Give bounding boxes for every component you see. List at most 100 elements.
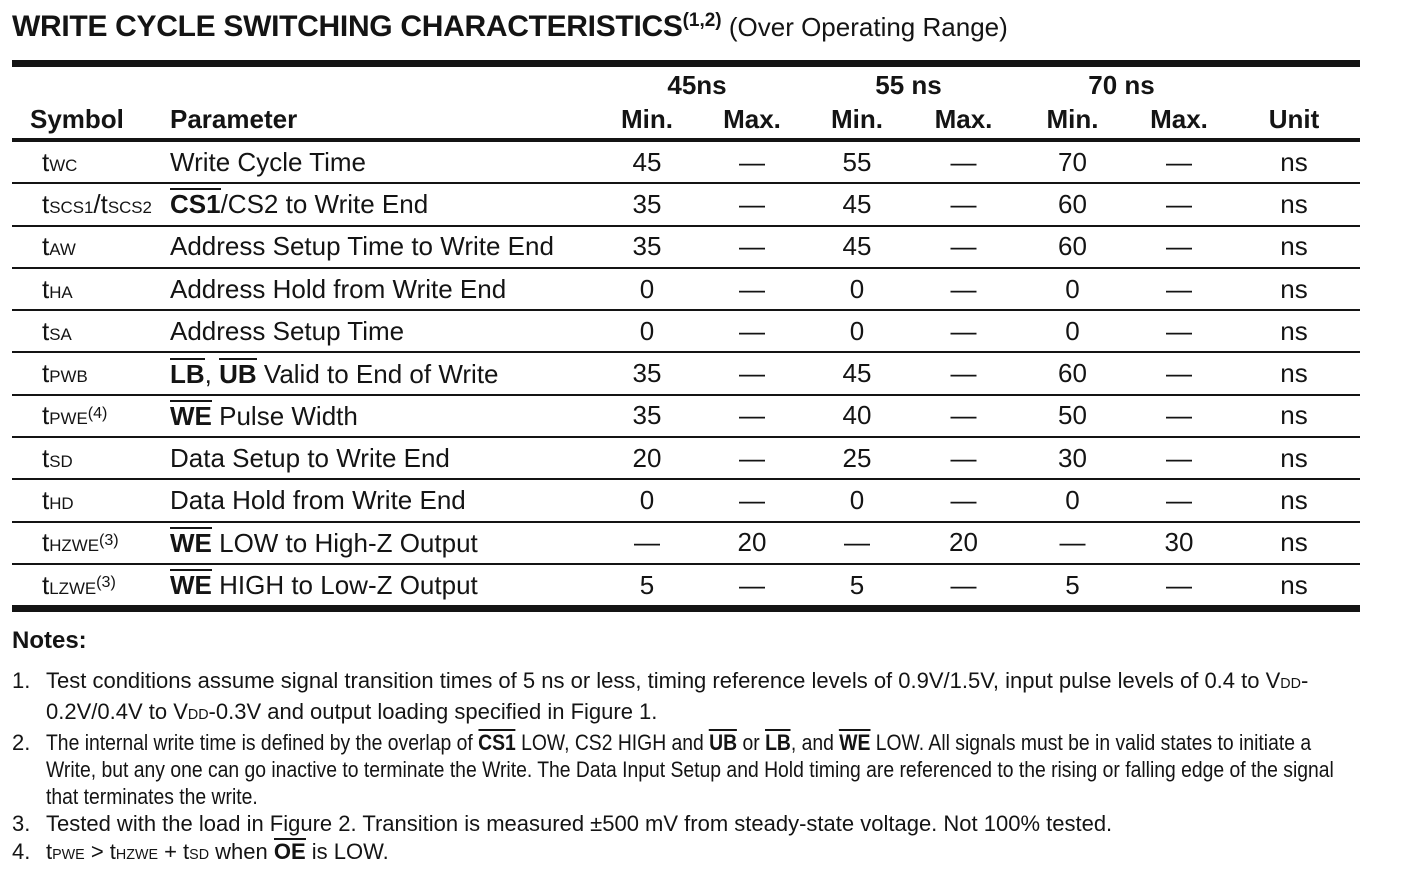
note-text: tPWE > tHZWE + tSD when OE is LOW.	[46, 838, 389, 865]
value-cell: —	[950, 273, 977, 304]
subscript-text: SCS1	[49, 197, 94, 217]
value-cell: 60	[1058, 358, 1087, 389]
value-cell: 20	[737, 527, 767, 558]
note-number: 3.	[12, 811, 31, 837]
max-column-header: Max.	[1150, 103, 1208, 134]
overline-signal: WE	[170, 526, 212, 558]
value-cell: 70	[1058, 146, 1087, 177]
value-cell: 35	[632, 231, 662, 262]
symbol-cell: tPWE(4)	[42, 400, 108, 431]
value-cell: 20	[632, 442, 662, 473]
unit-cell: ns	[1280, 315, 1308, 346]
table-row: tPWB LB, UB Valid to End of Write 35 — 4…	[12, 351, 1360, 393]
subscript-text: AW	[49, 240, 76, 260]
table-header: 45ns 55 ns 70 ns Symbol Parameter Min. M…	[12, 67, 1360, 142]
subscript-text: HD	[49, 494, 74, 514]
value-cell: —	[1166, 231, 1192, 262]
symbol-cell: tSCS1/tSCS2	[42, 188, 152, 219]
value-cell: 0	[1065, 273, 1080, 304]
value-cell: —	[634, 527, 660, 558]
value-cell: —	[844, 527, 870, 558]
table-row: tHD Data Hold from Write End 0 — 0 — 0 —…	[12, 478, 1360, 520]
value-cell: —	[1166, 188, 1192, 219]
subscript-text: SA	[49, 324, 72, 344]
supscript-text: (3)	[98, 530, 119, 549]
subscript-text: DD	[187, 707, 209, 724]
value-cell: —	[950, 188, 977, 219]
overline-signal: CS1	[170, 188, 221, 220]
table-row: tLZWE(3) WE HIGH to Low-Z Output 5 — 5 —…	[12, 562, 1360, 605]
value-cell: 5	[639, 569, 655, 600]
value-cell: 45	[842, 188, 872, 219]
value-cell: 0	[849, 485, 865, 516]
symbol-cell: tLZWE(3)	[42, 569, 116, 600]
unit-cell: ns	[1280, 231, 1308, 262]
value-cell: 0	[849, 315, 865, 346]
subscript-text: SD	[49, 451, 73, 471]
table-row: tHZWE(3) WE LOW to High-Z Output — 20 — …	[12, 520, 1360, 563]
switching-characteristics-table: 45ns 55 ns 70 ns Symbol Parameter Min. M…	[12, 60, 1360, 613]
symbol-column-header: Symbol	[30, 103, 124, 134]
note-item: 2. The internal write time is defined by…	[12, 729, 1356, 810]
value-cell: 35	[632, 400, 662, 431]
value-cell: —	[739, 485, 765, 516]
title-suffix: (Over Operating Range)	[721, 12, 1008, 42]
parameter-cell: CS1/CS2 to Write End	[170, 188, 429, 220]
subscript-text: HZWE	[115, 847, 158, 864]
value-cell: 45	[842, 231, 872, 262]
subscript-text: LZWE	[49, 578, 97, 598]
speed-grade-45ns: 45ns	[667, 70, 727, 100]
parameter-cell: WE Pulse Width	[170, 399, 358, 431]
value-cell: 0	[639, 485, 655, 516]
value-cell: 30	[1164, 527, 1194, 558]
value-cell: —	[1166, 400, 1192, 431]
note-text: The internal write time is defined by th…	[46, 729, 1334, 810]
value-cell: —	[739, 358, 765, 389]
page-title: WRITE CYCLE SWITCHING CHARACTERISTICS(1,…	[12, 10, 1405, 44]
note-item: 1. Test conditions assume signal transit…	[12, 667, 1356, 729]
symbol-cell: tHZWE(3)	[42, 527, 119, 558]
parameter-cell: Write Cycle Time	[170, 146, 366, 177]
note-text: Test conditions assume signal transition…	[46, 668, 1309, 725]
value-cell: —	[950, 315, 977, 346]
value-cell: —	[739, 569, 765, 600]
unit-cell: ns	[1280, 358, 1308, 389]
value-cell: 35	[632, 188, 662, 219]
value-cell: —	[1059, 527, 1086, 558]
overline-signal: UB	[709, 729, 738, 756]
table-row: tAW Address Setup Time to Write End 35 —…	[12, 224, 1360, 267]
notes-section: Notes: 1. Test conditions assume signal …	[12, 627, 1405, 869]
subscript-text: PWB	[49, 367, 88, 387]
table-row: tSCS1/tSCS2 CS1/CS2 to Write End 35 — 45…	[12, 182, 1360, 224]
value-cell: 0	[639, 273, 655, 304]
speed-grade-row: 45ns 55 ns 70 ns	[12, 70, 1360, 100]
speed-grade-70ns: 70 ns	[1088, 70, 1155, 100]
unit-cell: ns	[1280, 569, 1308, 600]
unit-cell: ns	[1280, 400, 1308, 431]
note-number: 4.	[12, 839, 31, 865]
note-number: 2.	[12, 730, 31, 756]
value-cell: —	[950, 485, 977, 516]
parameter-cell: WE LOW to High-Z Output	[170, 526, 478, 558]
parameter-cell: Address Setup Time	[170, 315, 405, 346]
value-cell: 0	[1065, 315, 1080, 346]
subscript-text: PWE	[49, 409, 88, 429]
value-cell: 60	[1058, 188, 1087, 219]
parameter-column-header: Parameter	[170, 103, 298, 134]
overline-signal: LB	[170, 357, 205, 389]
value-cell: —	[1166, 485, 1192, 516]
value-cell: 25	[842, 442, 872, 473]
overline-signal: CS1	[478, 729, 516, 756]
value-cell: —	[950, 358, 977, 389]
subscript-text: PWE	[52, 847, 85, 864]
supscript-text: (4)	[87, 403, 108, 422]
value-cell: 45	[842, 358, 872, 389]
value-cell: —	[739, 442, 765, 473]
overline-signal: WE	[170, 569, 212, 601]
value-cell: —	[950, 146, 977, 177]
value-cell: —	[950, 231, 977, 262]
value-cell: —	[950, 442, 977, 473]
value-cell: —	[739, 273, 765, 304]
overline-signal: WE	[839, 729, 871, 756]
